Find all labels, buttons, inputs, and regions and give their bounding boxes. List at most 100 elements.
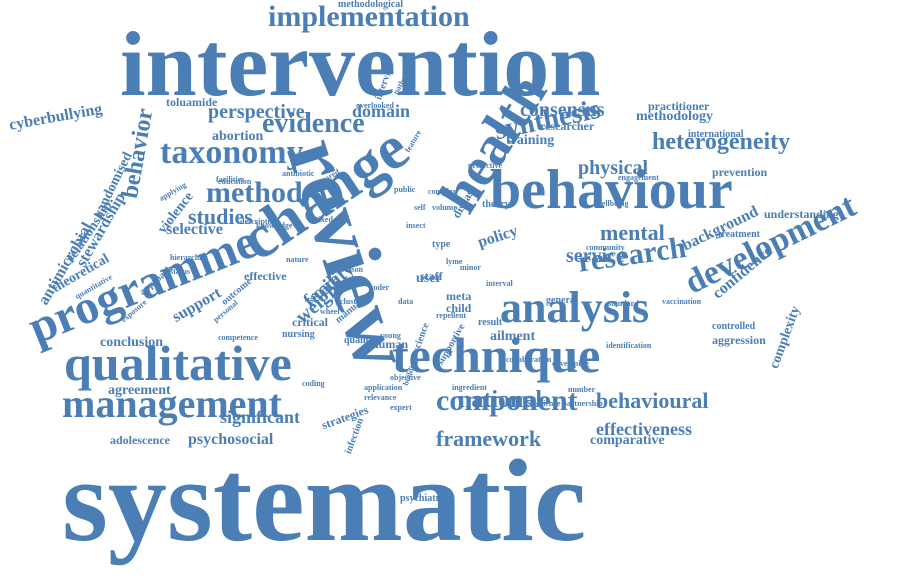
word: interval <box>486 279 513 288</box>
word: person <box>340 265 364 274</box>
word: studies <box>188 204 253 229</box>
word: comparative <box>590 433 665 448</box>
word: consensus <box>520 99 605 121</box>
word: engagement <box>618 173 659 182</box>
word: young <box>380 331 401 340</box>
word: nature <box>286 255 309 264</box>
word: evidence <box>262 108 365 139</box>
word: significant <box>220 407 301 427</box>
word: effective <box>244 269 287 283</box>
word: antibiotic <box>282 169 315 178</box>
word: protective <box>468 161 503 170</box>
word: training <box>506 133 555 148</box>
word: critical <box>292 315 328 329</box>
word: policy <box>475 222 520 252</box>
word: international <box>688 129 744 140</box>
word: controlled <box>712 321 756 332</box>
word: expert <box>390 403 412 412</box>
word: qualitative <box>64 335 292 391</box>
word: meta <box>446 289 472 303</box>
word: community <box>586 243 625 252</box>
word: practitioner <box>648 99 710 113</box>
word: child <box>446 301 472 315</box>
word: quality <box>344 335 375 346</box>
word: result <box>478 317 503 328</box>
word: complexity <box>767 304 804 371</box>
word: lyme <box>446 257 463 266</box>
word: service <box>566 245 625 267</box>
word: relevance <box>364 393 397 402</box>
word: standard <box>608 299 639 308</box>
word: national <box>458 387 543 413</box>
word: systematic <box>62 435 587 566</box>
word: user <box>416 271 442 286</box>
word: data <box>398 297 414 306</box>
word: effectiveness <box>596 419 692 439</box>
word: analysis <box>500 283 650 332</box>
word: heterogeneity <box>652 129 791 155</box>
word: method <box>206 176 303 209</box>
word: theory <box>482 199 510 210</box>
word: mixed <box>312 215 333 224</box>
word: framework <box>436 426 542 451</box>
word: knowledge <box>256 221 293 230</box>
word: status <box>170 267 191 276</box>
word: psychosocial <box>188 431 274 448</box>
word: behaviour <box>490 159 733 221</box>
word: self <box>414 203 426 212</box>
word: abortion <box>212 129 264 144</box>
word: ailment <box>490 329 536 344</box>
word: insect <box>406 221 426 230</box>
word: general <box>546 295 578 306</box>
word: component <box>436 384 578 417</box>
word: wellbeing <box>596 199 629 208</box>
word: public <box>394 185 416 194</box>
word: aggression <box>712 333 766 347</box>
word: treatment <box>718 229 761 240</box>
word: methodology <box>636 109 713 124</box>
word: conclusion <box>100 335 164 350</box>
word: feature <box>403 128 424 154</box>
word: technique <box>392 327 601 383</box>
word: volume <box>432 203 457 212</box>
word: implementation <box>268 0 470 33</box>
word: cluster <box>340 297 364 306</box>
word: minor <box>460 263 481 272</box>
word: mental <box>600 220 665 245</box>
word: cyberbullying <box>7 100 104 134</box>
word: ingredient <box>452 383 487 392</box>
word: type <box>432 239 451 250</box>
word: nursing <box>282 329 315 340</box>
word: understanding <box>764 207 839 221</box>
word: coder <box>370 283 390 292</box>
word: physical <box>578 157 649 179</box>
word: human <box>372 337 409 351</box>
word: experience partnership <box>524 399 603 408</box>
word: description <box>240 217 279 226</box>
word: repellent <box>436 311 467 320</box>
word: adolescence <box>110 433 170 447</box>
word: staff <box>420 269 443 283</box>
word: complex <box>428 187 457 196</box>
word: prevention <box>712 165 768 179</box>
word: methodological <box>338 0 403 10</box>
word: researcher <box>540 119 595 133</box>
word: education <box>218 177 252 186</box>
word: developing <box>552 359 589 368</box>
word: taxonomy <box>160 134 304 171</box>
word: behavioural <box>596 388 709 413</box>
word: management <box>62 381 282 426</box>
word: vaccination <box>662 297 702 306</box>
word: objective <box>390 373 421 382</box>
word: hierarchies <box>170 253 209 262</box>
word: selective <box>166 221 223 238</box>
word: identification <box>606 341 652 350</box>
word: overlooked <box>356 101 394 110</box>
word: toluamide <box>166 95 218 109</box>
word: application <box>364 383 403 392</box>
word: number <box>568 385 596 394</box>
word: wheel <box>320 307 340 316</box>
word: psychiatric <box>400 493 448 504</box>
word: competence <box>218 333 258 342</box>
